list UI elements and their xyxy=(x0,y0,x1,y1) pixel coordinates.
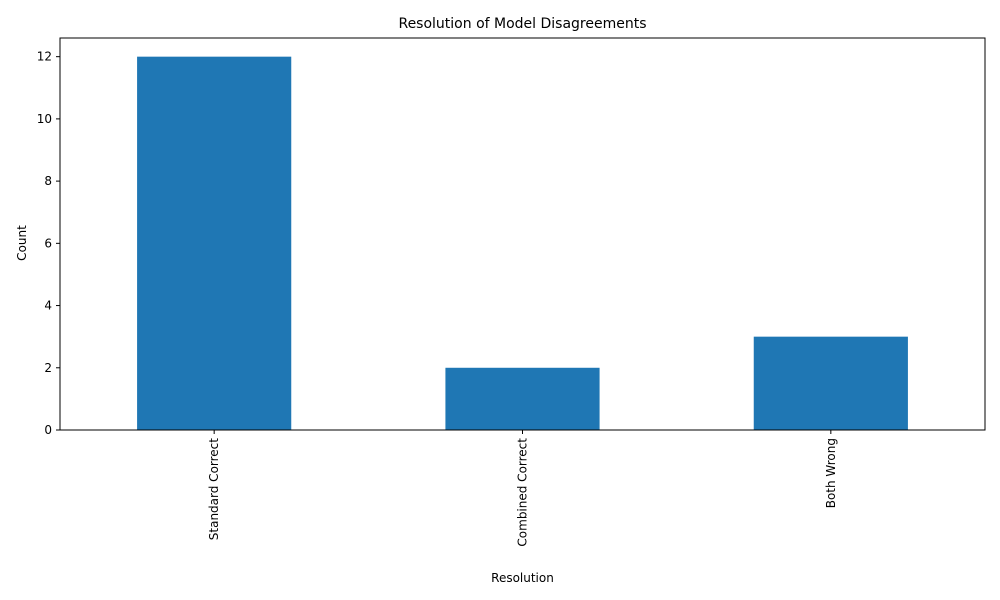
bar-both-wrong xyxy=(753,336,908,430)
y-tick-label: 8 xyxy=(44,174,52,188)
y-tick-label: 2 xyxy=(44,361,52,375)
x-axis-title: Resolution xyxy=(491,571,554,585)
x-tick-label: Standard Correct xyxy=(207,438,221,541)
bar-standard-correct xyxy=(137,56,292,431)
y-tick-label: 10 xyxy=(37,112,52,126)
bars-group xyxy=(137,56,908,431)
bar-combined-correct xyxy=(445,367,600,430)
y-tick-label: 6 xyxy=(44,236,52,250)
y-axis-title: Count xyxy=(15,225,29,261)
y-tick-label: 12 xyxy=(37,50,52,64)
x-tick-label: Both Wrong xyxy=(824,438,838,508)
chart-title: Resolution of Model Disagreements xyxy=(398,16,646,32)
x-tick-label: Combined Correct xyxy=(516,438,530,547)
plot-frame xyxy=(59,37,986,431)
y-axis-ticks: 0 2 4 6 8 10 12 xyxy=(37,50,60,437)
x-axis-ticks: Standard Correct Combined Correct Both Wro… xyxy=(207,430,838,547)
y-tick-label: 4 xyxy=(44,299,52,313)
y-tick-label: 0 xyxy=(44,423,52,437)
